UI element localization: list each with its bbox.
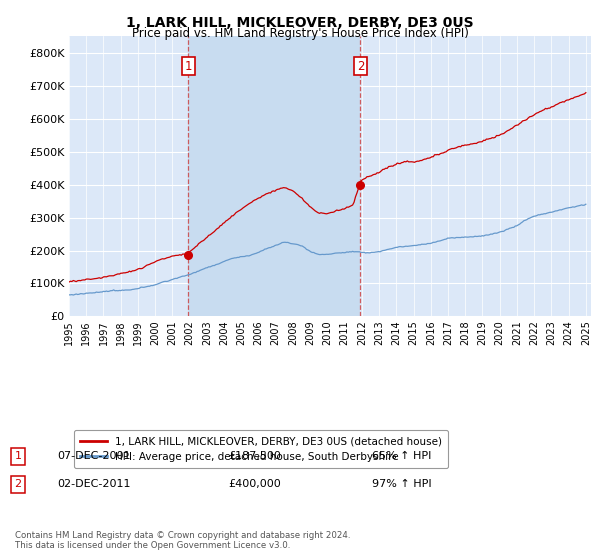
Text: 2: 2 [14,479,22,489]
Bar [188,36,361,316]
Text: 97% ↑ HPI: 97% ↑ HPI [372,479,431,489]
Text: Price paid vs. HM Land Registry's House Price Index (HPI): Price paid vs. HM Land Registry's House … [131,27,469,40]
Legend: 1, LARK HILL, MICKLEOVER, DERBY, DE3 0US (detached house), HPI: Average price, d: 1, LARK HILL, MICKLEOVER, DERBY, DE3 0US… [74,430,448,468]
Text: Contains HM Land Registry data © Crown copyright and database right 2024.
This d: Contains HM Land Registry data © Crown c… [15,530,350,550]
Text: £400,000: £400,000 [228,479,281,489]
Text: 65% ↑ HPI: 65% ↑ HPI [372,451,431,461]
Text: 2: 2 [357,59,364,73]
Text: 07-DEC-2001: 07-DEC-2001 [57,451,131,461]
Text: 1, LARK HILL, MICKLEOVER, DERBY, DE3 0US: 1, LARK HILL, MICKLEOVER, DERBY, DE3 0US [126,16,474,30]
Text: 1: 1 [184,59,192,73]
Text: 02-DEC-2011: 02-DEC-2011 [57,479,131,489]
Text: £187,500: £187,500 [228,451,281,461]
Text: 1: 1 [14,451,22,461]
